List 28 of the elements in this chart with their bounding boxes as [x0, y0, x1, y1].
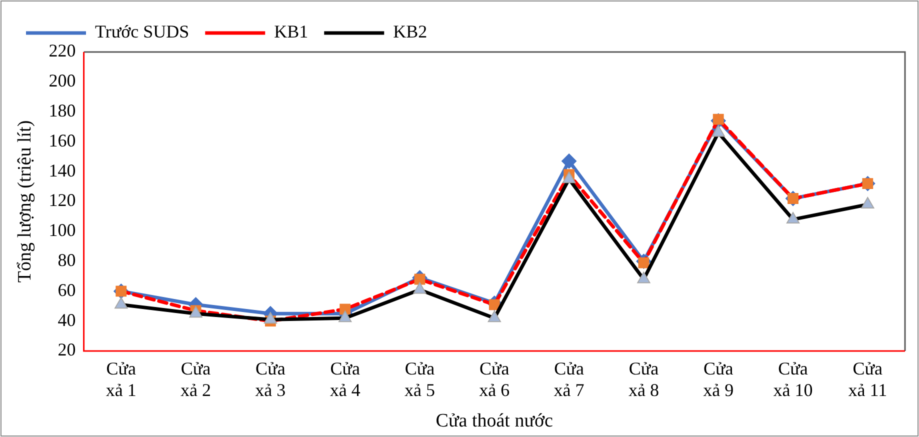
y-tick-label: 60 — [58, 280, 76, 300]
y-tick-label: 160 — [48, 130, 76, 150]
y-tick-label: 40 — [58, 310, 76, 330]
y-axis-title: Tổng lượng (triệu lít) — [14, 120, 36, 283]
x-tick-label: Cửa xả 10 — [773, 358, 813, 400]
x-tick-label: Cửa xả 11 — [848, 358, 888, 400]
x-tick-label: Cửa xả 2 — [180, 358, 212, 400]
y-tick-label: 180 — [48, 100, 76, 121]
x-axis-title: Cửa thoát nước — [436, 410, 553, 432]
y-tick-label: 20 — [58, 340, 76, 360]
x-tick-label: Cửa xả 8 — [628, 358, 659, 400]
x-tick-label: Cửa xả 5 — [404, 358, 435, 400]
legend-label: KB1 — [274, 22, 308, 42]
x-tick-label: Cửa xả 1 — [106, 358, 136, 400]
legend-label: KB2 — [393, 22, 428, 42]
y-tick-label: 220 — [48, 40, 76, 61]
y-tick-label: 100 — [48, 220, 76, 240]
x-tick-label: Cửa xả 4 — [330, 358, 360, 400]
x-tick-label: Cửa xả 6 — [479, 358, 510, 400]
x-tick-label: Cửa xả 3 — [255, 358, 286, 400]
y-tick-label: 200 — [48, 70, 76, 91]
y-tick-label: 140 — [48, 160, 76, 180]
y-tick-label: 120 — [48, 190, 76, 210]
x-tick-label: Cửa xả 7 — [554, 358, 584, 400]
point — [562, 154, 577, 169]
y-tick-label: 80 — [58, 250, 76, 270]
legend-label: Trước SUDS — [95, 22, 190, 42]
x-tick-label: Cửa xả 9 — [703, 358, 734, 400]
